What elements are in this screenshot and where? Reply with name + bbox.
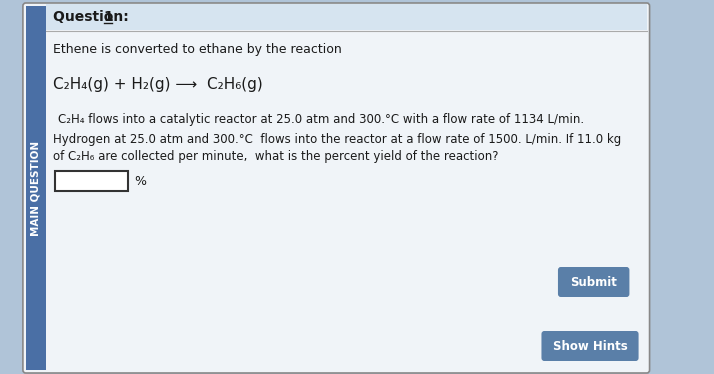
Text: C₂H₄(g) + H₂(g) ⟶  C₂H₆(g): C₂H₄(g) + H₂(g) ⟶ C₂H₆(g) xyxy=(53,77,263,92)
Text: of C₂H₆ are collected per minute,  what is the percent yield of the reaction?: of C₂H₆ are collected per minute, what i… xyxy=(53,150,498,162)
Text: Submit: Submit xyxy=(570,276,617,288)
FancyBboxPatch shape xyxy=(23,3,650,373)
Text: MAIN QUESTION: MAIN QUESTION xyxy=(31,141,41,236)
Text: C₂H₄ flows into a catalytic reactor at 25.0 atm and 300.°C with a flow rate of 1: C₂H₄ flows into a catalytic reactor at 2… xyxy=(58,113,584,126)
FancyBboxPatch shape xyxy=(541,331,638,361)
Text: Hydrogen at 25.0 atm and 300.°C  flows into the reactor at a flow rate of 1500. : Hydrogen at 25.0 atm and 300.°C flows in… xyxy=(53,132,621,145)
Bar xyxy=(46,4,647,30)
Text: %: % xyxy=(135,175,146,187)
Text: Question:: Question: xyxy=(53,10,139,24)
Bar xyxy=(55,171,129,191)
FancyBboxPatch shape xyxy=(558,267,630,297)
Text: Show Hints: Show Hints xyxy=(553,340,628,353)
Text: 1: 1 xyxy=(104,10,114,24)
Bar xyxy=(26,6,46,370)
Text: Ethene is converted to ethane by the reaction: Ethene is converted to ethane by the rea… xyxy=(53,43,342,55)
